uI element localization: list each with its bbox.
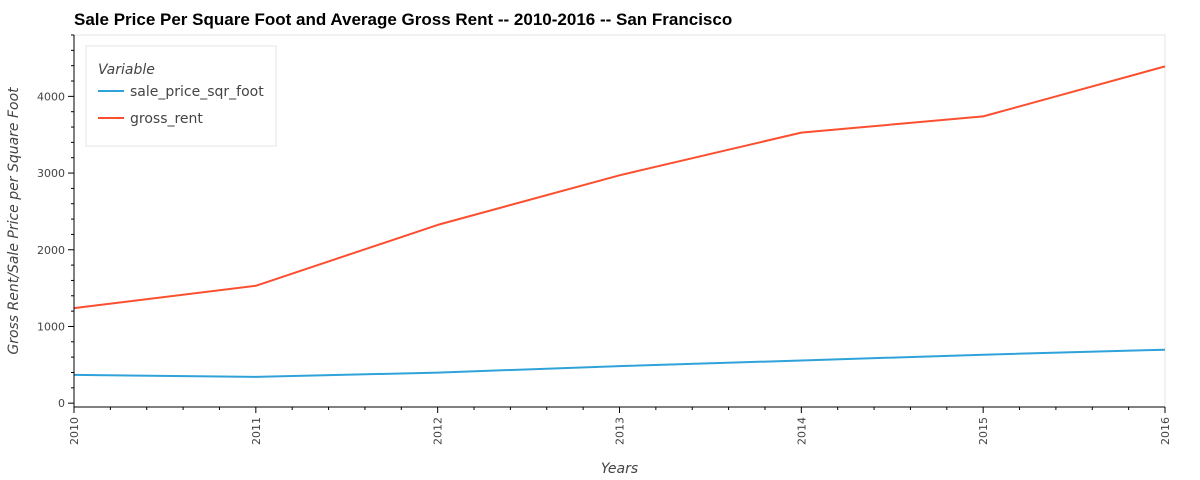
legend-items: sale_price_sqr_foot gross_rent (98, 84, 264, 127)
series-layer (73, 65, 1166, 378)
chart-title: Sale Price Per Square Foot and Average G… (74, 10, 732, 29)
legend-title: Variable (98, 62, 155, 78)
y-tick-label: 1000 (37, 320, 65, 333)
axes: 0 1000 2000 3000 4000 2010 2011 2012 2013 2014 201… (37, 34, 1172, 445)
legend: Variable sale_price_sqr_foot gross_rent (85, 45, 277, 147)
x-tick-label: 2014 (795, 417, 808, 445)
legend-label: sale_price_sqr_foot (130, 84, 264, 100)
legend-label: gross_rent (130, 111, 203, 127)
x-tick-label: 2013 (614, 417, 627, 445)
x-tick-label: 2011 (250, 417, 263, 445)
series-line-sale-price-sqr-foot (73, 348, 1166, 378)
series-line-gross-rent (73, 65, 1166, 310)
y-tick-label: 2000 (37, 244, 65, 257)
y-tick-label: 3000 (37, 167, 65, 180)
x-tick-label: 2012 (432, 417, 445, 445)
legend-box (85, 45, 277, 147)
y-axis-label: Gross Rent/Sale Price per Square Foot (6, 87, 22, 355)
y-tick-label: 4000 (37, 90, 65, 103)
x-tick-label: 2016 (1159, 417, 1172, 445)
y-tick-label: 0 (58, 397, 65, 410)
x-axis-label: Years (601, 461, 638, 477)
x-tick-label: 2015 (977, 417, 990, 445)
x-tick-label: 2010 (68, 417, 81, 445)
